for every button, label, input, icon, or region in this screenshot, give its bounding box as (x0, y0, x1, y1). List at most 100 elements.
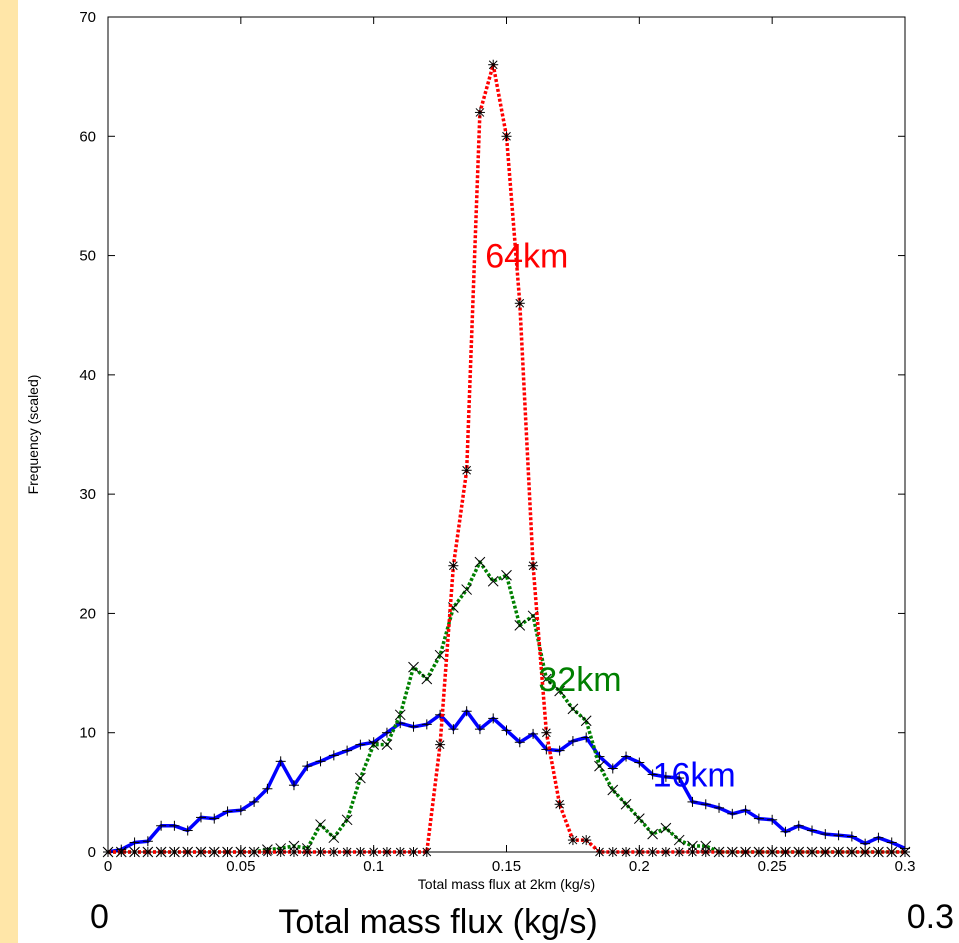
marker-stroke (421, 673, 433, 685)
data-point (567, 703, 579, 715)
data-point (528, 728, 539, 739)
data-point (554, 799, 565, 810)
data-point (793, 820, 804, 831)
marker-stroke (474, 556, 486, 568)
x-tick-label: 0.2 (629, 858, 650, 875)
data-point (222, 806, 233, 817)
marker-stroke (341, 814, 353, 826)
data-point (634, 757, 645, 768)
data-point (886, 837, 897, 848)
data-point (674, 847, 685, 857)
y-tick-label: 10 (79, 725, 96, 742)
marker-stroke (900, 847, 910, 857)
marker-stroke (276, 847, 286, 857)
data-point (647, 828, 658, 840)
marker-stroke (249, 847, 259, 857)
data-point (156, 820, 167, 831)
data-point (860, 847, 871, 857)
data-point (807, 825, 818, 836)
marker-stroke (594, 760, 605, 772)
data-point (461, 584, 473, 595)
data-point (435, 739, 446, 750)
data-point (753, 813, 764, 824)
marker-stroke (103, 847, 113, 857)
y-tick-label: 30 (79, 486, 96, 503)
data-point (660, 847, 671, 857)
data-point (487, 575, 499, 587)
marker-stroke (701, 847, 711, 857)
x-tick-label: 0.3 (895, 858, 916, 875)
data-point (607, 847, 618, 857)
data-point (235, 805, 246, 816)
data-point (607, 763, 618, 774)
data-point (421, 673, 433, 685)
data-point (820, 829, 831, 840)
data-point (156, 847, 167, 857)
marker-stroke (116, 847, 126, 857)
marker-stroke (223, 847, 232, 857)
data-point (328, 750, 339, 761)
data-point (182, 847, 193, 857)
marker-stroke (674, 847, 684, 857)
data-point (634, 847, 645, 857)
marker-stroke (434, 649, 446, 661)
marker-stroke (449, 561, 458, 571)
marker-stroke (874, 847, 883, 857)
data-point (103, 847, 113, 857)
marker-stroke (781, 847, 790, 857)
bottom-caption: Total mass flux (kg/s) (278, 903, 597, 941)
data-point (209, 813, 220, 824)
data-point (474, 107, 485, 118)
data-point (554, 745, 565, 756)
data-point (833, 830, 844, 841)
y-tick-label: 40 (79, 367, 96, 384)
data-point (209, 847, 220, 857)
data-point (129, 847, 140, 857)
data-point (368, 739, 380, 750)
data-point (607, 784, 619, 796)
data-point (355, 772, 366, 784)
marker-stroke (356, 847, 365, 857)
marker-stroke (409, 847, 418, 857)
data-point (660, 822, 672, 834)
data-point (288, 780, 299, 791)
marker-stroke (555, 799, 564, 809)
data-point (594, 760, 605, 772)
marker-stroke (475, 108, 485, 117)
x-tick-label: 0.15 (492, 858, 521, 875)
data-point (315, 756, 326, 767)
data-point (235, 847, 246, 857)
data-point (541, 744, 552, 755)
data-point (328, 832, 340, 844)
marker-stroke (143, 847, 153, 857)
marker-stroke (170, 847, 179, 857)
data-point (394, 709, 406, 721)
marker-stroke (130, 847, 139, 857)
data-point (727, 808, 738, 819)
chart-panel: 0 0.05 0.1 0.15 0.2 0.25 0.3 0 10 20 30 40 50 60 70 To… (18, 0, 959, 943)
marker-stroke (741, 847, 750, 857)
data-point (355, 847, 366, 857)
marker-stroke (860, 847, 870, 857)
marker-stroke (368, 739, 380, 750)
data-point (368, 847, 379, 857)
marker-stroke (714, 847, 724, 857)
marker-stroke (568, 835, 578, 845)
series-label-16km: 16km (653, 756, 736, 794)
data-point (514, 737, 525, 748)
marker-stroke (834, 847, 843, 857)
marker-stroke (209, 847, 219, 857)
data-point (262, 847, 273, 857)
data-point (581, 835, 592, 846)
marker-stroke (754, 847, 764, 857)
data-point (621, 847, 632, 857)
marker-stroke (807, 847, 817, 857)
series-64km (103, 59, 910, 857)
marker-stroke (620, 798, 632, 810)
marker-stroke (554, 685, 565, 697)
data-point (461, 706, 472, 717)
data-point (660, 771, 671, 782)
data-point (288, 847, 299, 857)
data-point (355, 739, 366, 750)
data-point (700, 799, 711, 810)
